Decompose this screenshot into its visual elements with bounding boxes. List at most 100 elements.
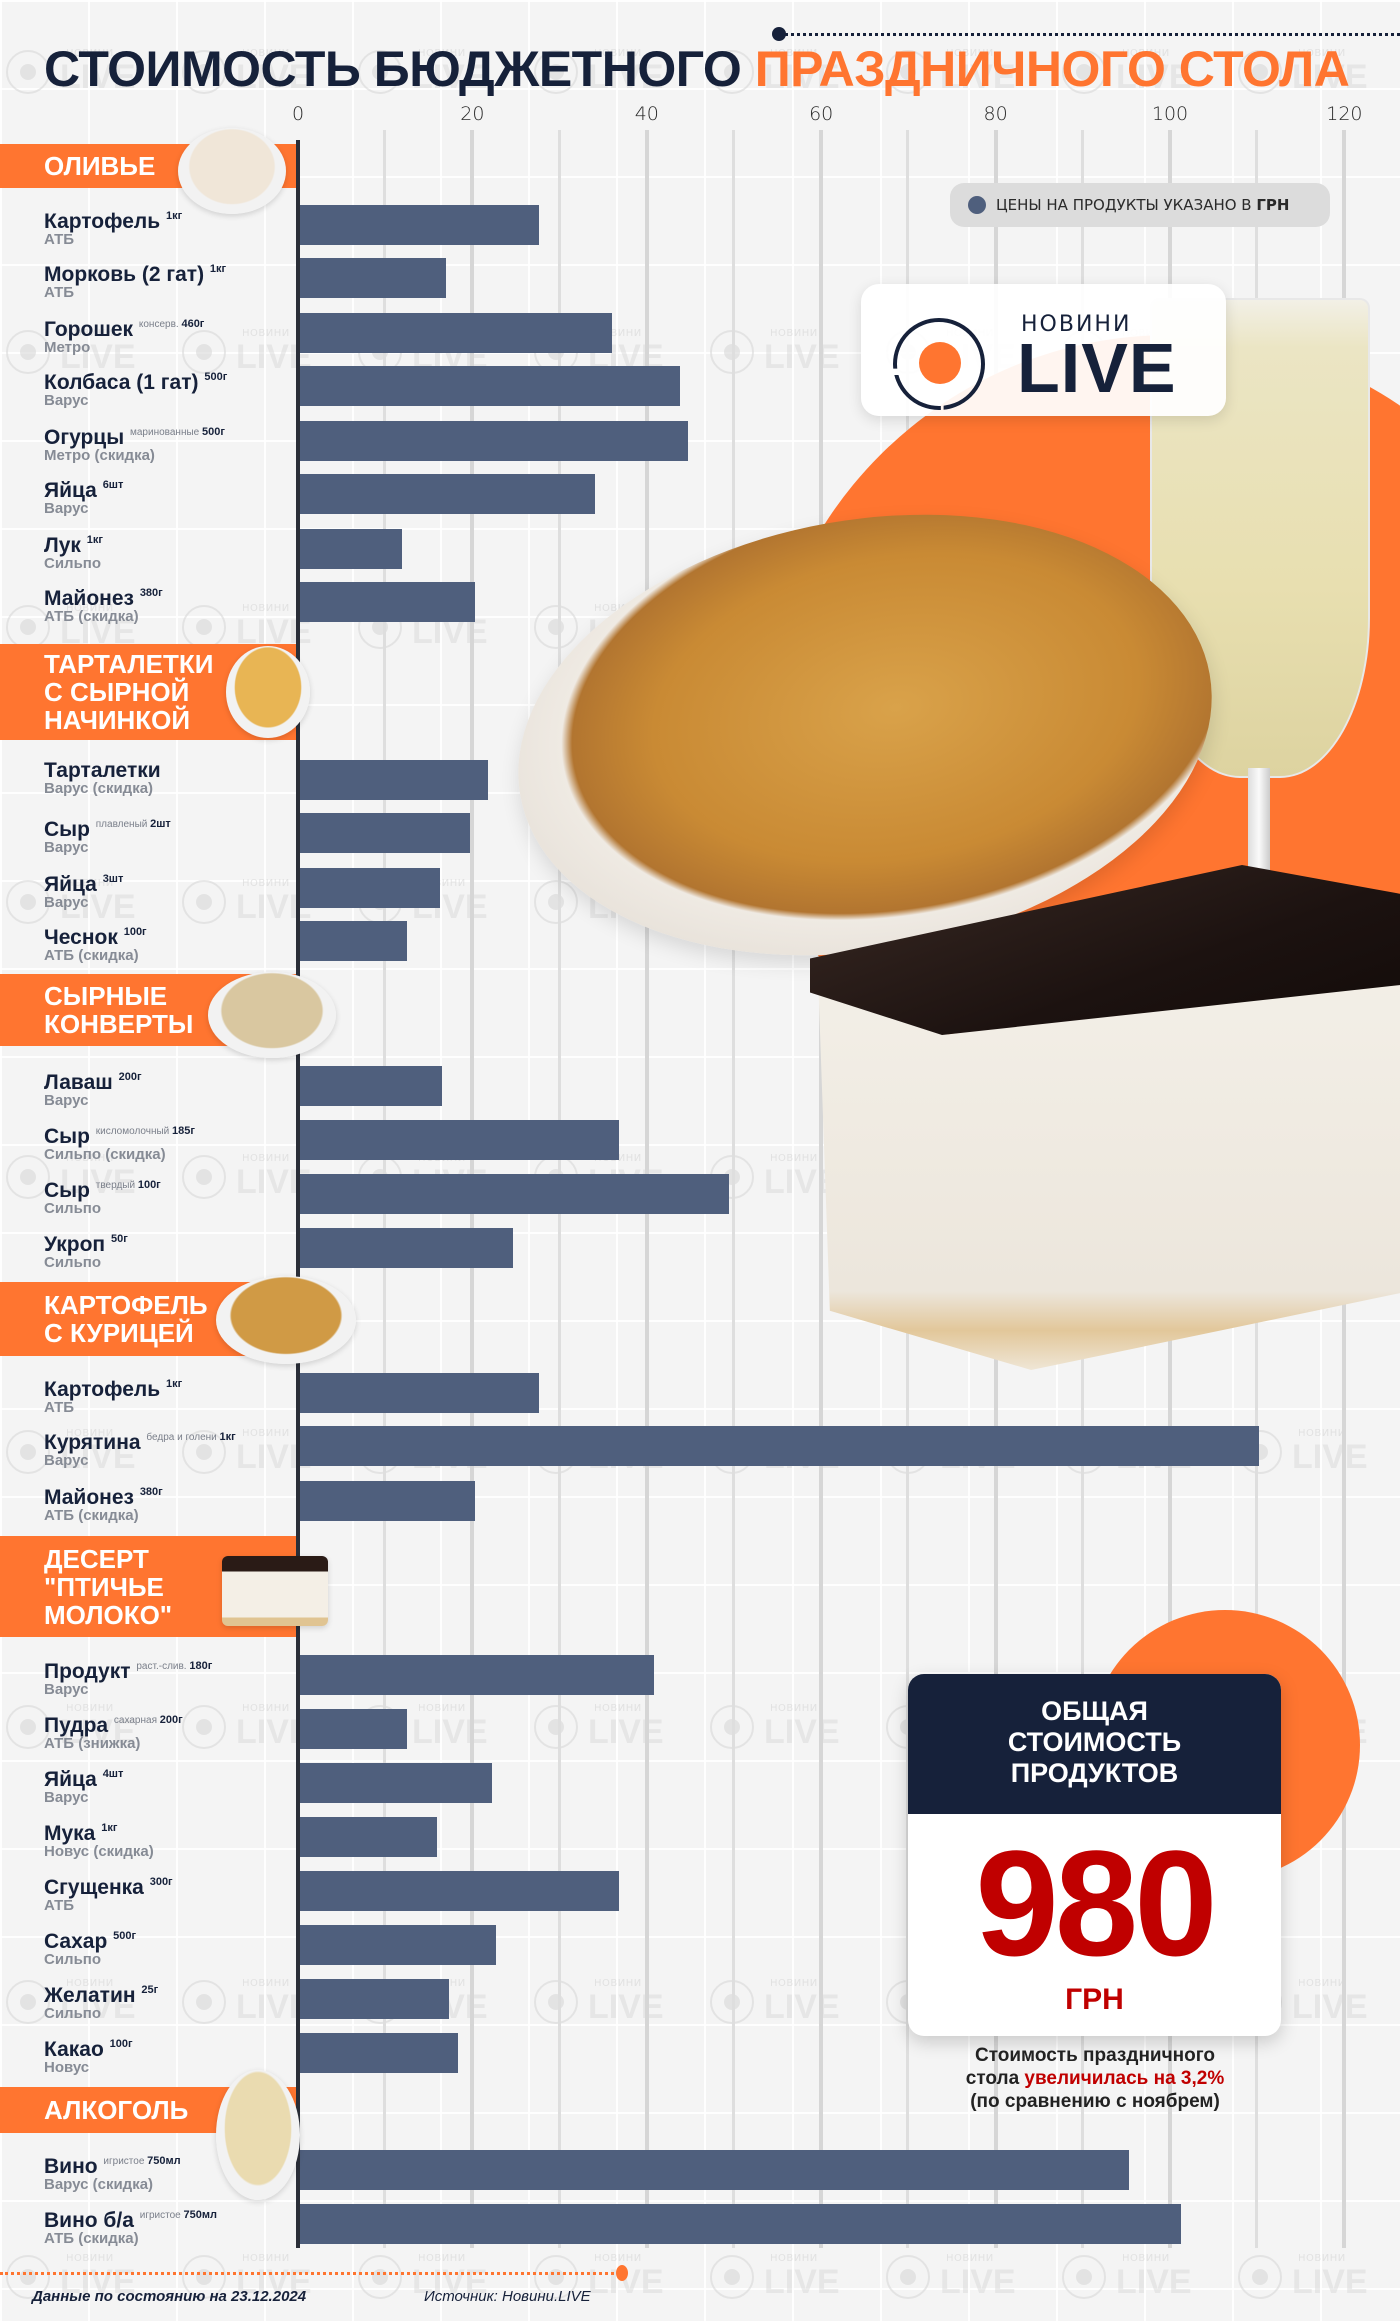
- row-label: Яйца 6шт Варус: [44, 474, 294, 517]
- bar: [300, 313, 613, 353]
- footer-source: Источник: Новини.LIVE: [424, 2288, 591, 2305]
- row-label: Майонез 380г АТБ (скидка): [44, 1481, 294, 1524]
- product-name: Сгущенка 300г: [44, 1876, 173, 1899]
- x-tick-label: 60: [809, 103, 834, 125]
- row-label: Укроп 50г Сильпо: [44, 1228, 294, 1271]
- gridline-minor: [732, 130, 735, 2248]
- bar: [300, 1426, 1260, 1466]
- x-tick-label: 40: [634, 103, 659, 125]
- row-label: Вино б/а игристое 750мл АТБ (скидка): [44, 2204, 294, 2247]
- store-name: Варус (скидка): [44, 780, 154, 797]
- section-title: СЫРНЫЕ КОНВЕРТЫ: [44, 981, 194, 1039]
- store-name: Сильпо: [44, 555, 102, 572]
- bar: [300, 366, 681, 406]
- product-qty: 1кг: [86, 534, 103, 546]
- row-label: Чеснок 100г АТБ (скидка): [44, 921, 294, 964]
- footer-date: Данные по состоянию на 23.12.2024: [32, 2288, 307, 2305]
- bar: [300, 582, 476, 622]
- product-qty: 100г: [123, 926, 147, 938]
- tartlet-icon: [226, 646, 310, 738]
- product-qty: бедра и голени 1кг: [146, 1431, 236, 1443]
- product-name: Колбаса (1 гат) 500г: [44, 371, 228, 394]
- product-qty: сахарная 200г: [113, 1714, 183, 1726]
- product-name: Сыр кисломолочный 185г: [44, 1125, 195, 1148]
- store-name: Сильпо: [44, 2005, 102, 2022]
- product-name: Яйца 3шт: [44, 873, 124, 896]
- product-qty: 6шт: [102, 479, 124, 491]
- product-qty: 1кг: [209, 263, 227, 275]
- product-name: Лаваш 200г: [44, 1071, 142, 1094]
- store-name: АТБ: [44, 284, 75, 301]
- legend-series-dot-icon: [968, 196, 986, 214]
- store-name: Новус (скидка): [44, 1843, 154, 1860]
- row-label: Вино игристое 750мл Варус (скидка): [44, 2150, 294, 2193]
- gridline: [819, 130, 824, 2248]
- row-label: Продукт раст.-слив. 180г Варус: [44, 1655, 294, 1698]
- product-qty: твердый 100г: [95, 1179, 161, 1191]
- product-name: Сыр плавленый 2шт: [44, 818, 171, 841]
- store-name: Варус: [44, 1681, 89, 1698]
- bar: [300, 1373, 539, 1413]
- store-name: АТБ (скидка): [44, 608, 139, 625]
- row-label: Сыр твердый 100г Сильпо: [44, 1174, 294, 1217]
- product-name: Огурцы маринованные 500г: [44, 426, 225, 449]
- row-label: Сахар 500г Сильпо: [44, 1925, 294, 1968]
- bar: [300, 474, 595, 514]
- row-label: Тарталетки Варус (скидка): [44, 760, 294, 797]
- cake-body: [818, 975, 1400, 1370]
- product-name: Сахар 500г: [44, 1930, 137, 1953]
- bar: [300, 1481, 476, 1521]
- ptichye-moloko-cake-image: [810, 865, 1400, 1370]
- product-name: Желатин 25г: [44, 1984, 159, 2007]
- bar: [300, 1925, 497, 1965]
- title-part-2: ПРАЗДНИЧНОГО СТОЛА: [754, 41, 1350, 97]
- store-name: АТБ: [44, 1897, 75, 1914]
- total-cost-heading: ОБЩАЯ СТОИМОСТЬ ПРОДУКТОВ: [908, 1674, 1281, 1814]
- bar: [300, 1871, 620, 1911]
- section-title: КАРТОФЕЛЬ С КУРИЦЕЙ: [44, 1290, 208, 1348]
- product-name: Чеснок 100г: [44, 926, 147, 949]
- product-qty: 300г: [149, 1876, 173, 1888]
- product-qty: 200г: [118, 1071, 142, 1083]
- logo-text-top: НОВИНИ: [1021, 312, 1132, 337]
- product-name: Картофель 1кг: [44, 1378, 183, 1401]
- product-name: Сыр твердый 100г: [44, 1179, 161, 1202]
- footer-dotted-line: [0, 2272, 620, 2275]
- chicken-dish-icon: [216, 1276, 356, 1364]
- product-name: Майонез 380г: [44, 1486, 163, 1509]
- product-qty: 380г: [139, 587, 163, 599]
- store-name: Сильпо: [44, 1200, 102, 1217]
- store-name: Метро: [44, 339, 91, 356]
- bar: [300, 1709, 408, 1749]
- store-name: Варус: [44, 894, 89, 911]
- total-cost-card: ОБЩАЯ СТОИМОСТЬ ПРОДУКТОВ 980 ГРН: [908, 1674, 1281, 2036]
- row-label: Колбаса (1 гат) 500г Варус: [44, 366, 294, 409]
- store-name: Варус: [44, 392, 89, 409]
- total-cost-value: 980: [975, 1819, 1217, 1987]
- store-name: Варус (скидка): [44, 2176, 154, 2193]
- legend-text: ЦЕНЫ НА ПРОДУКТЫ УКАЗАНО В ГРН: [996, 196, 1290, 214]
- row-label: Какао 100г Новус: [44, 2033, 294, 2076]
- product-name: Картофель 1кг: [44, 210, 183, 233]
- product-qty: плавленый 2шт: [95, 818, 171, 830]
- product-name: Морковь (2 гат) 1кг: [44, 263, 227, 286]
- store-name: АТБ (скидка): [44, 1507, 139, 1524]
- row-label: Желатин 25г Сильпо: [44, 1979, 294, 2022]
- section-title: ДЕСЕРТ "ПТИЧЬЕ МОЛОКО": [44, 1543, 173, 1630]
- product-name: Мука 1кг: [44, 1822, 118, 1845]
- bar: [300, 1655, 655, 1695]
- product-name: Курятина бедра и голени 1кг: [44, 1431, 236, 1454]
- bar: [300, 1817, 437, 1857]
- row-label: Пудра сахарная 200г АТБ (знижка): [44, 1709, 294, 1752]
- row-label: Мука 1кг Новус (скидка): [44, 1817, 294, 1860]
- product-name: Пудра сахарная 200г: [44, 1714, 183, 1737]
- store-name: АТБ: [44, 1399, 75, 1416]
- product-qty: 500г: [113, 1930, 137, 1942]
- note-line-1: Стоимость праздничного: [975, 2045, 1215, 2066]
- store-name: Новус: [44, 2059, 90, 2076]
- x-tick-label: 120: [1326, 103, 1363, 125]
- section-title: ОЛИВЬЕ: [44, 151, 156, 181]
- row-label: Огурцы маринованные 500г Метро (скидка): [44, 421, 294, 464]
- x-tick-label: 20: [460, 103, 485, 125]
- bar: [300, 258, 446, 298]
